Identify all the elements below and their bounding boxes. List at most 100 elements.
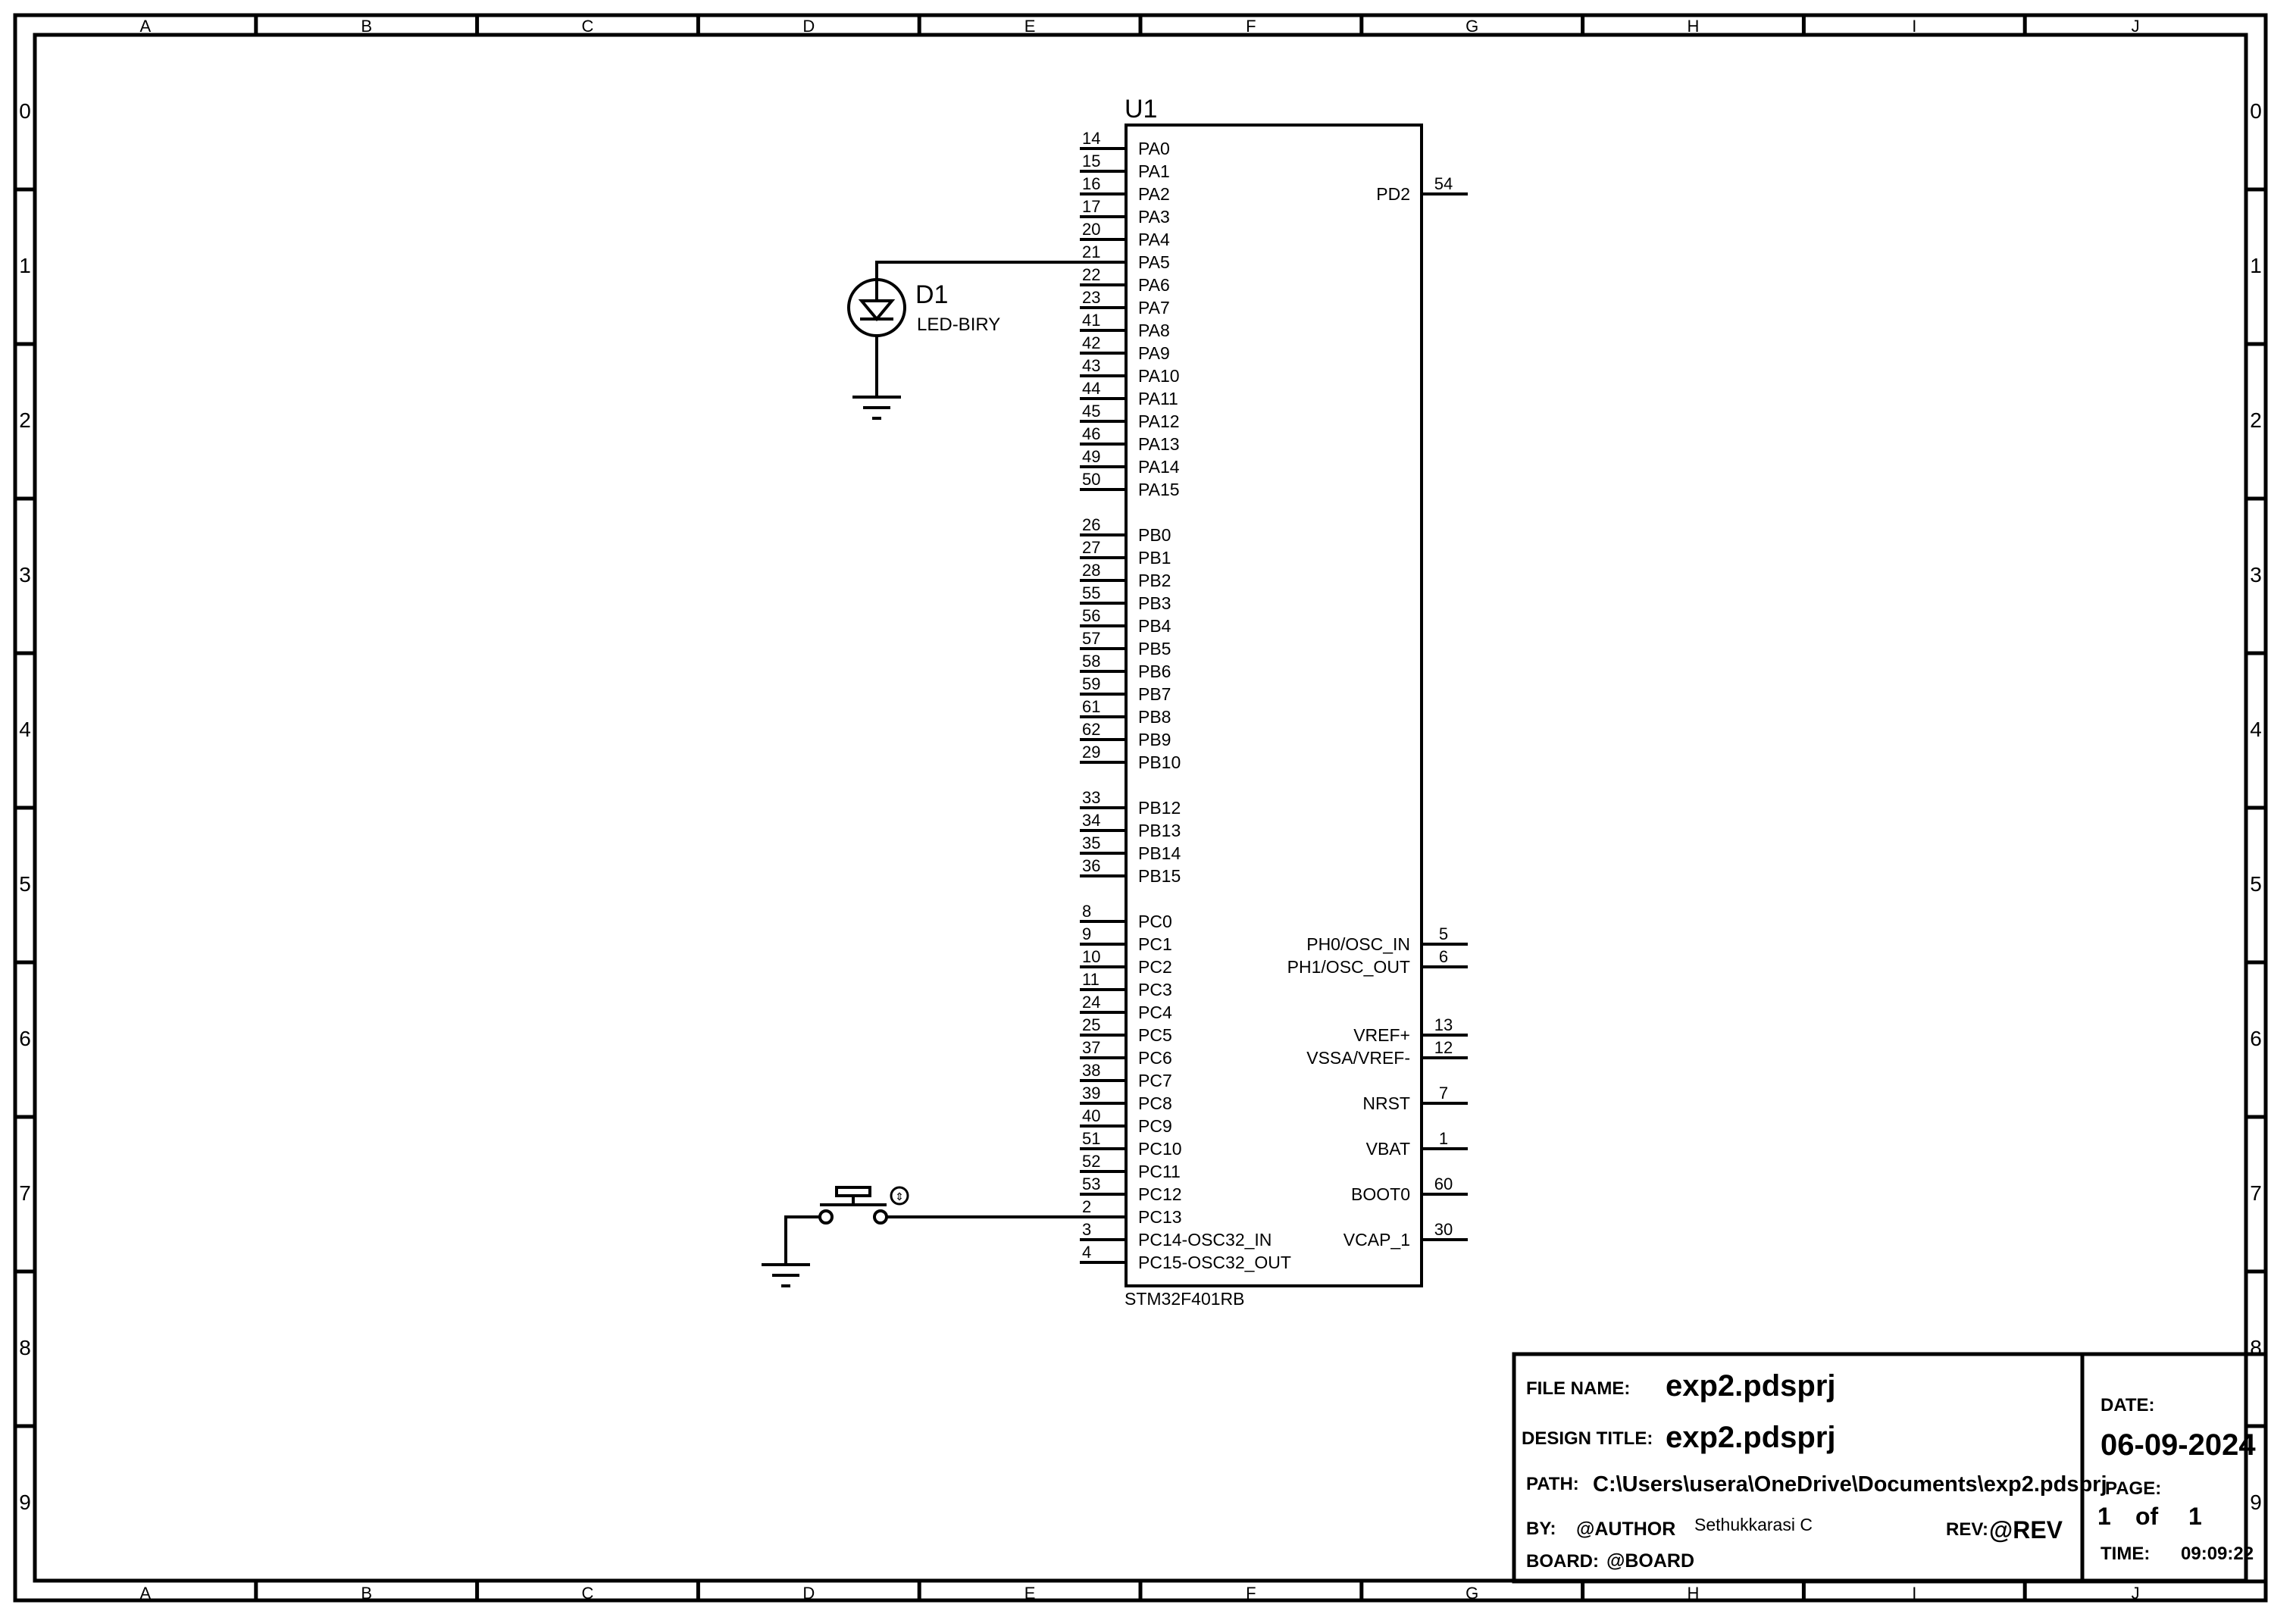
ic-pin-pa14[interactable]: 49 PA14	[1080, 447, 1180, 477]
ic-pin-pd2[interactable]: 54 PD2	[1376, 174, 1468, 204]
ic-pin-pa10[interactable]: 43 PA10	[1080, 356, 1180, 386]
design-title-label: DESIGN TITLE:	[1522, 1428, 1653, 1449]
ic-pin-pc10[interactable]: 51 PC10	[1080, 1129, 1182, 1159]
led-d1[interactable]	[847, 261, 1080, 420]
ic-pin-pb14[interactable]: 35 PB14	[1080, 834, 1181, 863]
ic-pin-pb1[interactable]: 27 PB1	[1080, 538, 1171, 568]
pin-name: BOOT0	[1351, 1184, 1410, 1204]
ic-pin-pb9[interactable]: 62 PB9	[1080, 720, 1171, 749]
ic-pin-boot0[interactable]: 60 BOOT0	[1351, 1175, 1468, 1204]
pin-name: PA5	[1138, 252, 1170, 272]
ic-pin-pb13[interactable]: 34 PB13	[1080, 811, 1181, 840]
date-label: DATE:	[2100, 1395, 2155, 1415]
ic-pin-ph1-osc-out[interactable]: 6 PH1/OSC_OUT	[1287, 947, 1468, 977]
pin-number: 54	[1434, 174, 1453, 193]
pin-name: PC7	[1138, 1071, 1172, 1090]
ic-pin-pa4[interactable]: 20 PA4	[1080, 220, 1170, 249]
pin-name: PC15-OSC32_OUT	[1138, 1253, 1291, 1272]
ic-pin-pc2[interactable]: 10 PC2	[1080, 947, 1172, 977]
ic-pin-pc9[interactable]: 40 PC9	[1080, 1106, 1172, 1136]
ic-pin-pa5[interactable]: 21 PA5	[1080, 242, 1170, 272]
ic-pin-nrst[interactable]: 7 NRST	[1362, 1084, 1468, 1113]
column-label-top: J	[2132, 17, 2140, 36]
ic-pin-pa15[interactable]: 50 PA15	[1080, 470, 1180, 499]
pin-name: VBAT	[1366, 1139, 1410, 1159]
column-label-bottom: I	[1912, 1584, 1916, 1603]
ic-pin-pc15-osc32_out[interactable]: 4 PC15-OSC32_OUT	[1080, 1243, 1291, 1272]
ic-pin-vref-[interactable]: 13 VREF+	[1353, 1015, 1468, 1045]
push-button[interactable]	[762, 1186, 1080, 1287]
column-label-top: A	[140, 17, 152, 36]
ic-pin-pa3[interactable]: 17 PA3	[1080, 197, 1170, 227]
ic-pin-pb2[interactable]: 28 PB2	[1080, 561, 1171, 590]
pin-name: PB2	[1138, 571, 1171, 590]
pin-number: 20	[1082, 220, 1100, 239]
ic-pin-pb12[interactable]: 33 PB12	[1080, 788, 1181, 818]
ic-u1[interactable]: U1 STM32F401RB 14PA015PA116PA217PA320PA4…	[1080, 95, 1468, 1309]
pin-number: 53	[1082, 1175, 1100, 1193]
ic-pin-pc13[interactable]: 2 PC13	[1080, 1197, 1182, 1227]
ic-pin-pa0[interactable]: 14 PA0	[1080, 129, 1170, 158]
ic-pin-pb10[interactable]: 29 PB10	[1080, 743, 1181, 772]
pin-number: 36	[1082, 856, 1100, 875]
ic-pin-pc7[interactable]: 38 PC7	[1080, 1061, 1172, 1090]
ic-pin-pa6[interactable]: 22 PA6	[1080, 265, 1170, 295]
pin-number: 35	[1082, 834, 1100, 852]
date-value: 06-09-2024	[2100, 1428, 2256, 1462]
ic-pin-pa12[interactable]: 45 PA12	[1080, 402, 1180, 431]
pin-number: 17	[1082, 197, 1100, 216]
ic-pin-pc4[interactable]: 24 PC4	[1080, 993, 1172, 1022]
pin-number: 29	[1082, 743, 1100, 762]
ic-pin-pc1[interactable]: 9 PC1	[1080, 924, 1172, 954]
column-label-bottom: H	[1688, 1584, 1700, 1603]
ic-pin-pb7[interactable]: 59 PB7	[1080, 674, 1171, 704]
row-label-left: 0	[19, 99, 31, 123]
ic-pin-pa1[interactable]: 15 PA1	[1080, 152, 1170, 181]
pin-number: 24	[1082, 993, 1100, 1012]
ic-pin-pa9[interactable]: 42 PA9	[1080, 333, 1170, 363]
pin-name: VCAP_1	[1344, 1230, 1410, 1250]
column-label-top: C	[582, 17, 594, 36]
ic-pin-pc14-osc32_in[interactable]: 3 PC14-OSC32_IN	[1080, 1220, 1272, 1250]
ic-pin-pc3[interactable]: 11 PC3	[1080, 970, 1172, 999]
ic-pin-pb6[interactable]: 58 PB6	[1080, 652, 1171, 681]
pin-number: 49	[1082, 447, 1100, 466]
column-label-bottom: D	[802, 1584, 815, 1603]
pin-number: 40	[1082, 1106, 1100, 1125]
ic-pin-pb4[interactable]: 56 PB4	[1080, 606, 1171, 636]
ic-pin-pa11[interactable]: 44 PA11	[1080, 379, 1178, 408]
ic-pin-pa7[interactable]: 23 PA7	[1080, 288, 1170, 317]
pin-number: 2	[1082, 1197, 1091, 1216]
row-label-left: 2	[19, 408, 31, 432]
ic-pin-pc0[interactable]: 8 PC0	[1080, 902, 1172, 931]
pin-name: PB13	[1138, 821, 1181, 840]
pin-name: PC1	[1138, 934, 1172, 954]
ic-pin-vcap-1[interactable]: 30 VCAP_1	[1344, 1220, 1468, 1250]
ic-pin-pc5[interactable]: 25 PC5	[1080, 1015, 1172, 1045]
ic-pin-pc6[interactable]: 37 PC6	[1080, 1038, 1172, 1068]
ic-pin-vssa-vref-[interactable]: 12 VSSA/VREF-	[1306, 1038, 1468, 1068]
column-label-top: D	[802, 17, 815, 36]
ic-pin-ph0-osc-in[interactable]: 5 PH0/OSC_IN	[1306, 924, 1468, 954]
ic-pin-pb3[interactable]: 55 PB3	[1080, 583, 1171, 613]
pin-number: 60	[1434, 1175, 1453, 1193]
ic-pin-pc8[interactable]: 39 PC8	[1080, 1084, 1172, 1113]
pin-name: PA8	[1138, 321, 1170, 340]
row-label-right: 1	[2250, 254, 2262, 277]
ic-pin-pa2[interactable]: 16 PA2	[1080, 174, 1170, 204]
ic-pin-pb5[interactable]: 57 PB5	[1080, 629, 1171, 658]
ic-pin-pc12[interactable]: 53 PC12	[1080, 1175, 1182, 1204]
ic-pin-pa13[interactable]: 46 PA13	[1080, 424, 1180, 454]
ic-pin-pc11[interactable]: 52 PC11	[1080, 1152, 1181, 1181]
ic-pin-pb15[interactable]: 36 PB15	[1080, 856, 1181, 886]
pin-number: 62	[1082, 720, 1100, 739]
button-contact-left	[818, 1209, 834, 1225]
pin-name: PC10	[1138, 1139, 1182, 1159]
pin-name: PB14	[1138, 843, 1181, 863]
ic-pin-pb8[interactable]: 61 PB8	[1080, 697, 1171, 727]
ic-pin-pb0[interactable]: 26 PB0	[1080, 515, 1171, 545]
pin-number: 61	[1082, 697, 1100, 716]
ic-pin-pa8[interactable]: 41 PA8	[1080, 311, 1170, 340]
ic-pin-vbat[interactable]: 1 VBAT	[1366, 1129, 1468, 1159]
row-label-left: 1	[19, 254, 31, 277]
